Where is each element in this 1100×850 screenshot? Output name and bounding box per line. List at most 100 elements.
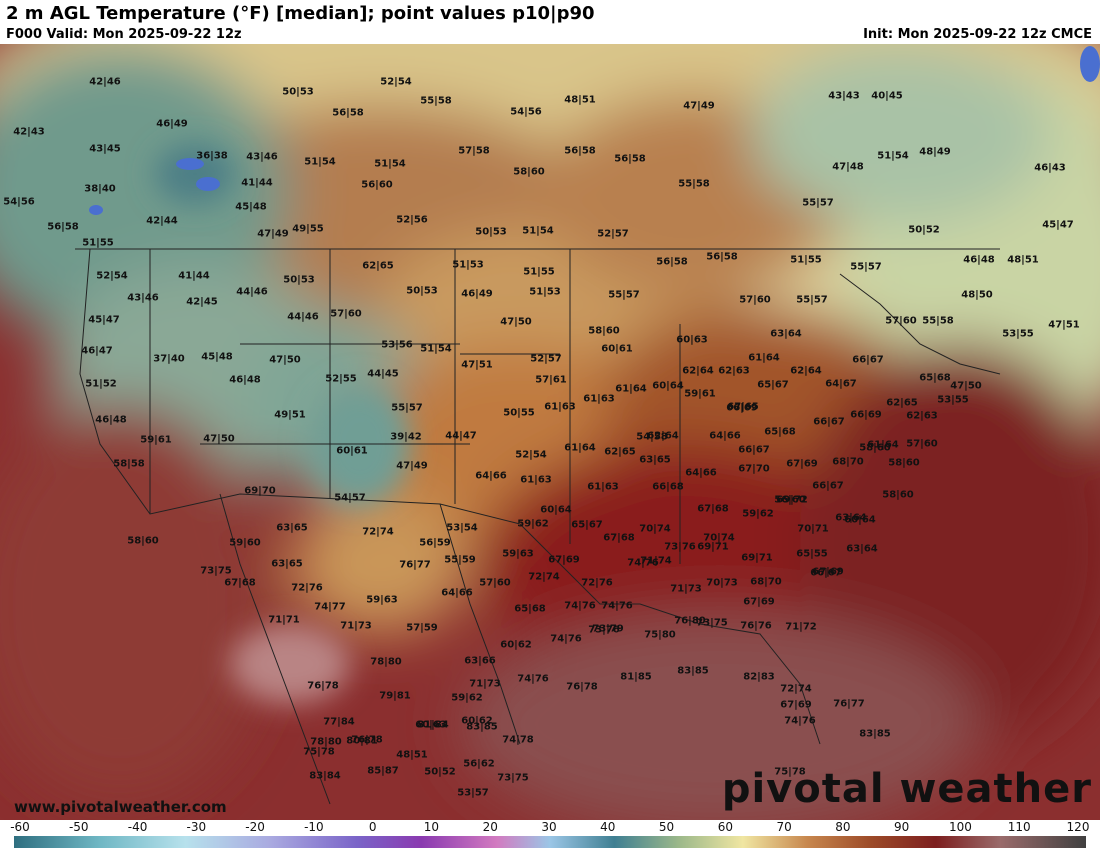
point-value: 49|51	[274, 409, 306, 421]
point-value: 51|54	[374, 158, 406, 170]
colorbar-tick: -50	[68, 820, 89, 834]
point-value: 56|59	[419, 537, 451, 549]
point-value: 59|63	[366, 594, 398, 606]
point-value: 70|74	[639, 523, 671, 535]
point-value: 53|54	[446, 522, 478, 534]
point-value: 75|78	[774, 766, 806, 778]
point-value: 59|61	[140, 434, 172, 446]
point-value: 56|60	[774, 494, 806, 506]
point-value: 60|64	[540, 504, 572, 516]
point-value: 48|51	[1007, 254, 1039, 266]
point-value: 83|85	[677, 665, 709, 677]
brand-logo: pivotal weather	[721, 766, 1092, 812]
colorbar-tick: -40	[127, 820, 148, 834]
point-value: 73|76	[664, 541, 696, 553]
point-value: 73|75	[200, 565, 232, 577]
point-value: 76|78	[351, 734, 383, 746]
point-value: 62|65	[886, 397, 918, 409]
point-value: 60|63	[415, 719, 447, 731]
point-value: 64|66	[685, 467, 717, 479]
point-value: 74|76	[627, 557, 659, 569]
point-value: 43|46	[246, 151, 278, 163]
point-value: 74|78	[502, 734, 534, 746]
point-value: 43|43	[828, 90, 860, 102]
colorbar-tick: 30	[541, 820, 557, 834]
point-value: 58|60	[588, 325, 620, 337]
point-value: 70|74	[703, 532, 735, 544]
point-value: 82|83	[743, 671, 775, 683]
temperature-map[interactable]: 42|46 42|43 46|49 43|45 36|38 43|46 38|40 41|44…	[0, 44, 1100, 820]
point-value: 47|48	[832, 161, 864, 173]
point-value: 70|73	[706, 577, 738, 589]
point-value: 69|71	[741, 552, 773, 564]
colorbar-tick: 90	[894, 820, 910, 834]
point-value: 85|87	[367, 765, 399, 777]
colorbar-tick: 70	[776, 820, 792, 834]
point-value: 53|55	[937, 394, 969, 406]
colorbar-tick: -60	[10, 820, 30, 834]
point-value: 74|76	[564, 600, 596, 612]
point-value: 73|76	[588, 624, 620, 636]
point-value: 52|54	[96, 270, 128, 282]
colorbar-tick: 10	[423, 820, 440, 834]
point-value: 53|56	[381, 339, 413, 351]
point-value: 51|55	[523, 266, 555, 278]
point-value: 63|65	[276, 522, 308, 534]
point-value: 55|57	[608, 289, 640, 301]
point-value: 58|60	[888, 457, 920, 469]
source-url[interactable]: www.pivotalweather.com	[14, 798, 227, 816]
point-value: 46|43	[1034, 162, 1066, 174]
valid-time: F000 Valid: Mon 2025-09-22 12z	[6, 27, 242, 42]
point-value: 51|54	[877, 150, 909, 162]
point-value: 67|68	[224, 577, 256, 589]
point-value: 44|45	[367, 368, 399, 380]
point-value: 64|66	[709, 430, 741, 442]
point-value: 63|65	[271, 558, 303, 570]
point-value: 58|60	[859, 442, 891, 454]
point-value: 36|38	[196, 150, 228, 162]
point-value: 65|67	[757, 379, 789, 391]
point-value: 56|62	[463, 758, 495, 770]
point-value: 63|64	[835, 512, 867, 524]
point-value: 55|57	[802, 197, 834, 209]
point-value: 47|49	[257, 228, 289, 240]
point-value: 76|77	[399, 559, 431, 571]
point-value: 55|59	[444, 554, 476, 566]
point-value: 76|78	[566, 681, 598, 693]
point-value: 41|44	[178, 270, 210, 282]
point-value: 72|74	[780, 683, 812, 695]
point-value: 76|78	[307, 680, 339, 692]
point-value: 70|71	[797, 523, 829, 535]
point-value: 48|50	[961, 289, 993, 301]
point-value: 44|46	[287, 311, 319, 323]
point-value: 47|50	[203, 433, 235, 445]
colorbar-tick: 40	[600, 820, 616, 834]
point-value: 62|65	[604, 446, 636, 458]
point-value: 74|77	[314, 601, 346, 613]
point-value: 61|64	[748, 352, 780, 364]
point-value: 62|64	[682, 365, 714, 377]
point-value: 50|55	[503, 407, 535, 419]
point-value: 76|76	[740, 620, 772, 632]
point-value: 44|46	[236, 286, 268, 298]
point-value: 71|74	[640, 555, 672, 567]
point-value: 76|80	[674, 615, 706, 627]
point-value: 47|49	[396, 460, 428, 472]
point-value: 55|58	[678, 178, 710, 190]
point-value: 51|52	[85, 378, 117, 390]
colorbar-tick: 100	[948, 820, 972, 834]
point-value: 51|54	[304, 156, 336, 168]
point-value: 60|62	[461, 715, 493, 727]
point-value: 38|40	[84, 183, 116, 195]
point-value: 83|85	[466, 721, 498, 733]
point-value: 57|60	[906, 438, 938, 450]
point-value: 66|68	[652, 481, 684, 493]
point-value: 71|72	[785, 621, 817, 633]
point-value: 75|80	[644, 629, 676, 641]
point-value: 54|57	[334, 492, 366, 504]
point-value: 59|62	[742, 508, 774, 520]
point-value: 43|45	[89, 143, 121, 155]
point-value: 62|64	[790, 365, 822, 377]
point-value: 77|84	[323, 716, 355, 728]
colorbar-tick: -30	[186, 820, 207, 834]
